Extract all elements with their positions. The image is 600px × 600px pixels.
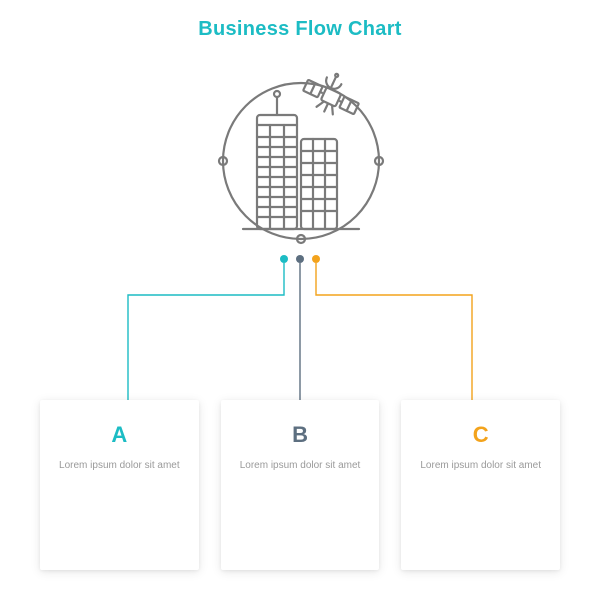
panel-a: A Lorem ipsum dolor sit amet [40, 400, 199, 570]
panel-b: B Lorem ipsum dolor sit amet [221, 400, 380, 570]
city-satellite-icon [205, 61, 395, 251]
hero-illustration [0, 55, 600, 295]
panel-desc: Lorem ipsum dolor sit amet [413, 458, 548, 473]
panel-desc: Lorem ipsum dolor sit amet [233, 458, 368, 473]
panel-c: C Lorem ipsum dolor sit amet [401, 400, 560, 570]
panel-letter: C [413, 422, 548, 448]
panel-desc: Lorem ipsum dolor sit amet [52, 458, 187, 473]
panel-letter: B [233, 422, 368, 448]
page-title: Business Flow Chart [0, 0, 600, 55]
panel-row: A Lorem ipsum dolor sit amet B Lorem ips… [0, 400, 600, 570]
panel-letter: A [52, 422, 187, 448]
